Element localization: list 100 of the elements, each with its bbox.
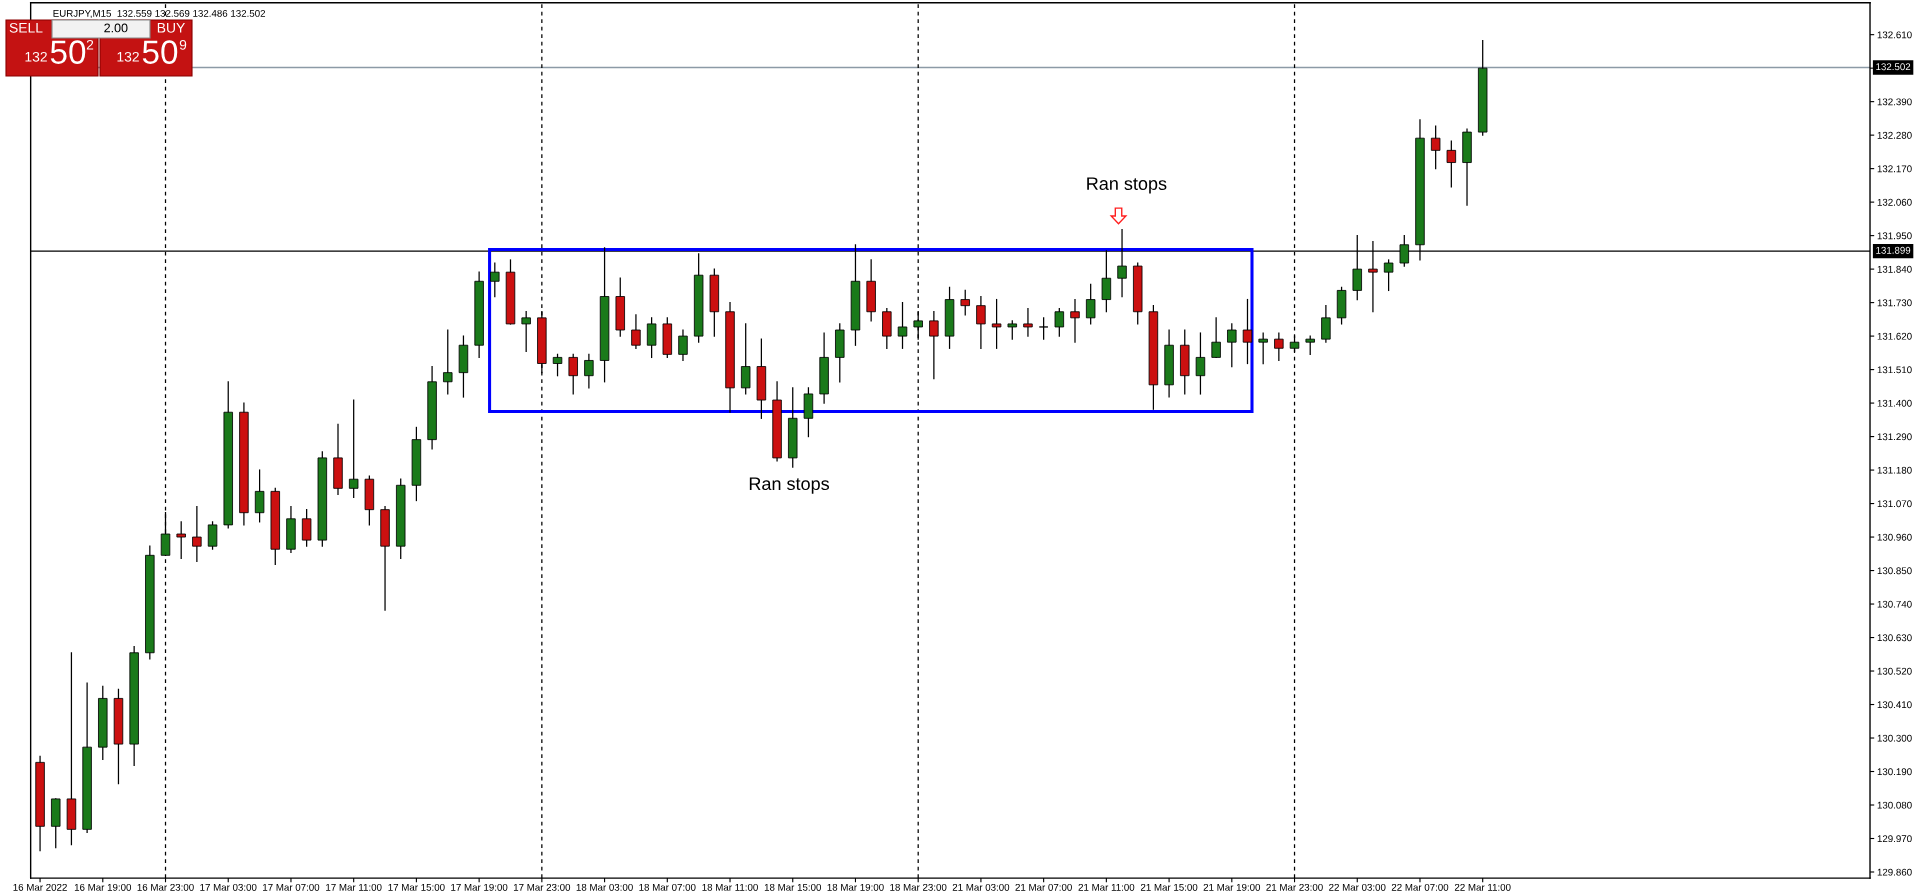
candlestick xyxy=(991,298,1002,349)
y-tick-label: 130.410 xyxy=(1877,701,1912,709)
y-tick-label: 129.970 xyxy=(1877,835,1912,843)
candlestick xyxy=(521,311,531,352)
y-tick-label: 129.860 xyxy=(1877,868,1912,876)
x-tick-label: 16 Mar 23:00 xyxy=(137,883,194,891)
candlestick xyxy=(176,521,186,559)
annotation: BUY xyxy=(157,23,185,33)
x-tick-label: 18 Mar 03:00 xyxy=(576,883,633,891)
x-tick-label: 22 Mar 07:00 xyxy=(1391,883,1449,891)
candlestick xyxy=(348,399,359,499)
x-tick-label: 21 Mar 23:00 xyxy=(1266,883,1323,891)
y-tick-label: 130.740 xyxy=(1877,600,1912,608)
candlestick xyxy=(254,469,265,523)
x-tick-label: 17 Mar 11:00 xyxy=(326,883,382,891)
y-tick-label: 131.840 xyxy=(1877,265,1912,273)
x-tick-label: 22 Mar 11:00 xyxy=(1454,883,1511,891)
candlestick xyxy=(584,353,594,389)
y-tick-label: 130.630 xyxy=(1877,634,1912,642)
x-tick-label: 21 Mar 19:00 xyxy=(1203,883,1261,891)
text: EURJPY,M15 132.559 132.569 132.486 132.502 xyxy=(53,9,266,18)
y-tick-label: 131.730 xyxy=(1877,299,1912,307)
y-tick-label: 130.300 xyxy=(1877,734,1912,742)
x-tick-label: 18 Mar 19:00 xyxy=(827,883,884,891)
annotation: Ran stops xyxy=(749,477,830,494)
annotation: 50 xyxy=(50,40,86,64)
y-tick-label: 130.850 xyxy=(1877,567,1912,575)
candlestick xyxy=(1023,308,1033,337)
candlestick xyxy=(1227,323,1237,368)
candlestick xyxy=(960,289,970,316)
y-tick-label: 131.400 xyxy=(1877,399,1912,407)
x-tick-label: 17 Mar 03:00 xyxy=(200,883,257,891)
candlestick xyxy=(1007,320,1018,340)
annotation: Ran stops xyxy=(1087,177,1167,194)
y-tick-label: 132.280 xyxy=(1877,131,1912,139)
x-tick-label: 21 Mar 07:00 xyxy=(1015,883,1072,891)
y-tick-label: 131.620 xyxy=(1877,332,1912,340)
candlestick xyxy=(443,329,453,395)
y-tick-label: 130.520 xyxy=(1877,667,1912,675)
candlestick xyxy=(568,353,578,395)
candlestick xyxy=(1211,317,1221,359)
y-tick-label: 131.070 xyxy=(1877,500,1912,508)
x-tick-label: 17 Mar 23:00 xyxy=(513,883,571,891)
x-tick-label: 18 Mar 15:00 xyxy=(764,883,822,891)
candlestick xyxy=(1321,305,1331,343)
y-tick-label: 131.290 xyxy=(1877,433,1912,441)
candlestick xyxy=(678,329,688,362)
candlestick xyxy=(740,323,751,395)
candlestick xyxy=(1195,332,1206,395)
annotation: 50 xyxy=(142,40,178,64)
x-tick-label: 16 Mar 19:00 xyxy=(74,883,132,891)
x-tick-label: 21 Mar 03:00 xyxy=(952,883,1010,891)
y-tick-label: 132.390 xyxy=(1877,98,1912,106)
candlestick xyxy=(1054,308,1065,337)
candlestick xyxy=(1305,335,1315,355)
annotation: 132 xyxy=(25,51,47,62)
y-tick-label: 130.190 xyxy=(1877,768,1912,776)
candlestick xyxy=(1070,298,1080,343)
y-tick-label: 131.180 xyxy=(1877,466,1912,474)
x-tick-label: 17 Mar 07:00 xyxy=(263,883,320,891)
ref-line-label: 131.899 xyxy=(1876,246,1911,254)
candlestick xyxy=(1274,332,1284,362)
candlestick xyxy=(631,314,641,349)
y-tick-label: 132.170 xyxy=(1877,165,1912,173)
candlestick xyxy=(1085,283,1096,325)
x-tick-label: 18 Mar 07:00 xyxy=(639,883,696,891)
y-tick-label: 131.510 xyxy=(1877,366,1912,374)
candlestick xyxy=(929,311,939,380)
annotation: 9 xyxy=(179,39,187,50)
x-tick-label: 16 Mar 2022 xyxy=(13,883,67,891)
candlestick xyxy=(192,505,202,563)
y-tick-label: 130.960 xyxy=(1877,533,1912,541)
x-tick-label: 17 Mar 19:00 xyxy=(451,883,508,891)
candlestick xyxy=(1258,332,1268,365)
annotation: 2.00 xyxy=(104,23,128,33)
candlestick xyxy=(897,301,908,349)
candlestick xyxy=(552,353,563,377)
candlestick xyxy=(490,262,500,298)
candlestick xyxy=(301,509,312,547)
y-tick-label: 131.950 xyxy=(1877,232,1912,240)
ref-line-label: 132.502 xyxy=(1876,63,1911,71)
candlestick xyxy=(646,317,657,359)
x-tick-label: 18 Mar 11:00 xyxy=(702,883,758,891)
annotation: 2 xyxy=(86,39,94,50)
y-tick-label: 132.060 xyxy=(1877,198,1912,206)
annotation: SELL xyxy=(9,22,43,33)
candlestick xyxy=(1383,259,1394,292)
x-tick-label: 21 Mar 15:00 xyxy=(1140,883,1198,891)
candlestick xyxy=(1038,317,1049,340)
annotation: 132 xyxy=(117,51,139,62)
x-tick-label: 18 Mar 23:00 xyxy=(890,883,947,891)
y-tick-label: 130.080 xyxy=(1877,801,1912,809)
candlestick xyxy=(1446,140,1457,188)
candlestick xyxy=(1430,125,1441,170)
candlestick xyxy=(207,521,218,550)
x-tick-label: 22 Mar 03:00 xyxy=(1329,883,1386,891)
candlestick xyxy=(1242,298,1253,365)
candlestick xyxy=(976,295,986,349)
y-tick-label: 132.610 xyxy=(1877,31,1912,39)
x-tick-label: 21 Mar 11:00 xyxy=(1078,883,1135,891)
